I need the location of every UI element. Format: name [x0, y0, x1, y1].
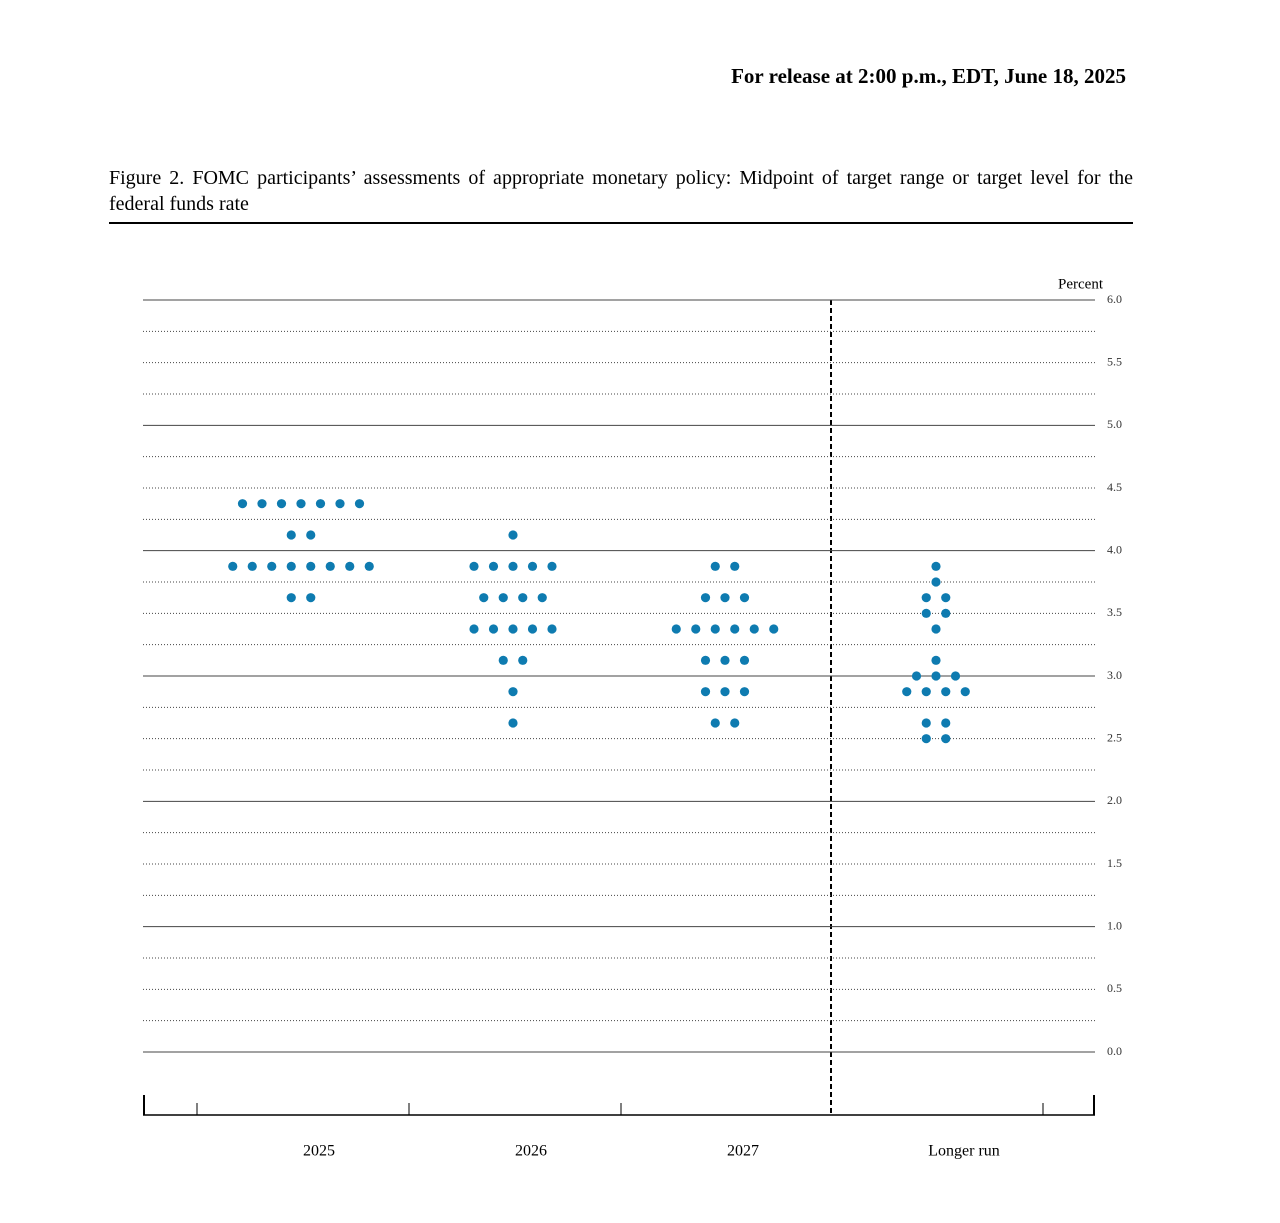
dot	[547, 624, 557, 634]
dot	[286, 530, 296, 540]
dot	[508, 530, 518, 540]
y-tick-label: 0.5	[1107, 981, 1122, 995]
dot	[527, 624, 538, 634]
dot	[739, 593, 750, 603]
dot	[335, 499, 345, 509]
dot	[911, 671, 922, 681]
dot	[547, 561, 557, 571]
y-tick-label: 2.5	[1107, 730, 1122, 744]
dot	[469, 624, 479, 634]
dot	[469, 561, 479, 571]
dot	[931, 624, 941, 634]
dot	[921, 593, 931, 603]
dot	[902, 687, 912, 697]
y-tick-label: 4.5	[1107, 480, 1122, 494]
x-tick-label: 2027	[727, 1143, 759, 1160]
dot	[286, 561, 296, 571]
y-tick-label: 2.0	[1107, 793, 1122, 807]
dot	[479, 593, 489, 603]
y-tick-label: 1.0	[1107, 918, 1122, 932]
dot	[237, 499, 248, 509]
dot	[518, 593, 528, 603]
dot	[950, 671, 961, 681]
dot	[720, 593, 730, 603]
dot	[228, 561, 238, 571]
dot	[730, 624, 740, 634]
dot	[739, 687, 750, 697]
y-tick-label: 4.0	[1107, 542, 1122, 556]
dot	[710, 718, 720, 728]
dot	[267, 561, 277, 571]
dot	[941, 687, 951, 697]
dot	[730, 561, 740, 571]
dot	[720, 687, 730, 697]
dot	[488, 624, 499, 634]
dot	[769, 624, 779, 634]
dot	[921, 734, 931, 744]
y-tick-label: 0.0	[1107, 1044, 1122, 1058]
dot	[941, 593, 951, 603]
dot	[931, 577, 941, 587]
dot	[921, 718, 931, 728]
figure-caption: Figure 2. FOMC participants’ assessments…	[109, 167, 1133, 215]
dot	[941, 734, 951, 744]
y-tick-label: 5.0	[1107, 417, 1122, 431]
y-tick-label: 3.5	[1107, 605, 1122, 619]
dot	[671, 624, 681, 634]
dot	[286, 593, 296, 603]
dot	[730, 718, 740, 728]
dot	[508, 624, 518, 634]
y-tick-label: 6.0	[1107, 292, 1122, 306]
y-tick-label: 1.5	[1107, 856, 1122, 870]
release-note: For release at 2:00 p.m., EDT, June 18, …	[731, 64, 1126, 88]
dot	[315, 499, 326, 509]
dot	[921, 608, 931, 618]
dot	[306, 593, 316, 603]
dot	[700, 687, 711, 697]
dot	[354, 499, 365, 509]
x-tick-label: Longer run	[928, 1143, 1000, 1160]
dot	[325, 561, 335, 571]
y-tick-label: 5.5	[1107, 354, 1122, 368]
dot	[306, 561, 316, 571]
dot	[720, 655, 730, 665]
dot	[739, 655, 750, 665]
dot	[527, 561, 538, 571]
dot	[700, 655, 711, 665]
dot	[247, 561, 257, 571]
dot	[508, 718, 518, 728]
dot	[498, 593, 508, 603]
dot	[710, 624, 720, 634]
dot	[345, 561, 355, 571]
dot	[749, 624, 759, 634]
dot	[276, 499, 287, 509]
dot	[518, 655, 528, 665]
dot	[710, 561, 720, 571]
dot	[257, 499, 267, 509]
dot	[306, 530, 316, 540]
dot	[941, 718, 951, 728]
dot	[931, 655, 941, 665]
dot	[931, 561, 941, 571]
caption-rule	[109, 222, 1133, 224]
dot	[931, 671, 941, 681]
dot	[960, 687, 970, 697]
x-tick-label: 2025	[303, 1143, 335, 1160]
dot	[700, 593, 711, 603]
y-tick-label: 3.0	[1107, 668, 1122, 682]
dot	[508, 561, 518, 571]
dot	[364, 561, 374, 571]
dot	[508, 687, 518, 697]
dot	[537, 593, 547, 603]
dot	[498, 655, 508, 665]
y-axis-label: Percent	[1058, 276, 1104, 292]
dot	[921, 687, 931, 697]
dot	[488, 561, 499, 571]
dot	[296, 499, 306, 509]
x-tick-label: 2026	[515, 1143, 547, 1160]
dot	[691, 624, 701, 634]
dot	[941, 608, 951, 618]
